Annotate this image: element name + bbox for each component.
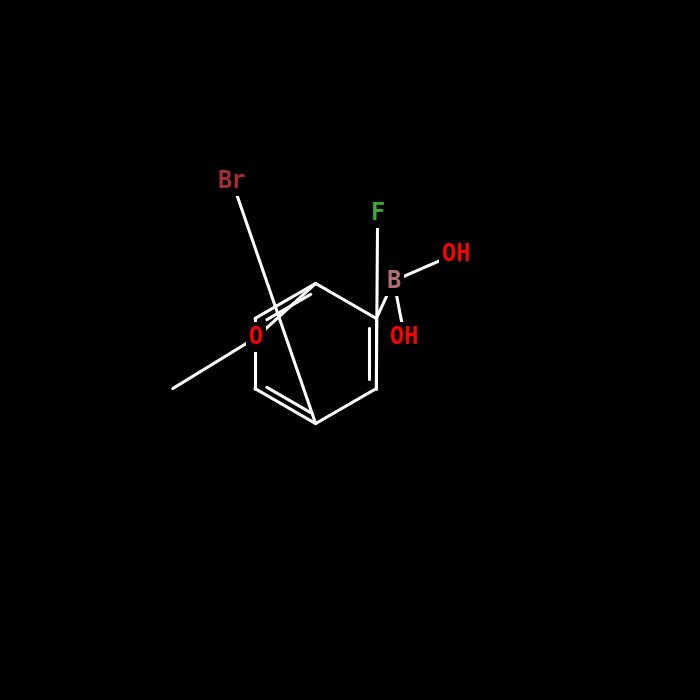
Text: Br: Br bbox=[218, 169, 246, 193]
Text: OH: OH bbox=[391, 326, 419, 349]
Text: F: F bbox=[370, 202, 385, 225]
Text: B: B bbox=[386, 269, 401, 293]
Text: O: O bbox=[249, 326, 263, 349]
Text: OH: OH bbox=[442, 241, 470, 266]
